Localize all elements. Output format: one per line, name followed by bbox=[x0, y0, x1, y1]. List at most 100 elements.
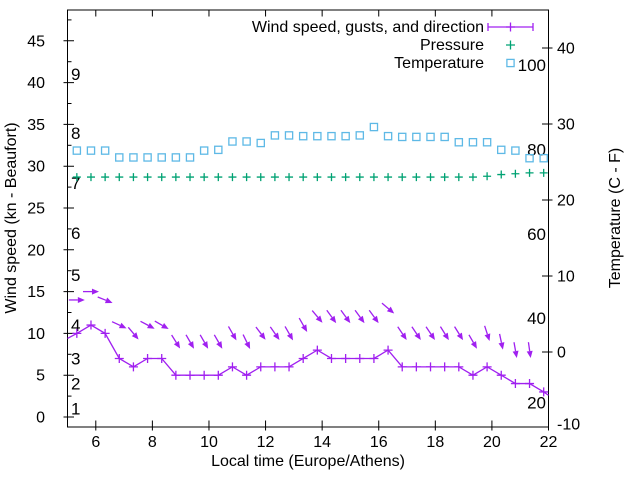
wind-direction-arrow bbox=[329, 315, 337, 324]
temperature-point bbox=[86, 146, 96, 155]
temperature-point bbox=[129, 153, 138, 162]
y2-axis-title: Temperature (C - F) bbox=[607, 148, 624, 288]
y2-tick-label: 10 bbox=[557, 269, 575, 286]
wind-direction-arrow bbox=[470, 341, 477, 349]
beaufort-label: 9 bbox=[71, 65, 80, 84]
x-tick-label: 16 bbox=[370, 434, 388, 451]
legend: Wind speed, gusts, and directionPressure… bbox=[252, 19, 534, 72]
temperature-series bbox=[72, 122, 548, 163]
temperature-point bbox=[412, 132, 421, 142]
y-tick-label: 40 bbox=[27, 75, 45, 92]
y2-tick-label: 20 bbox=[557, 193, 575, 210]
temperature-point bbox=[525, 153, 534, 163]
temperature-point bbox=[157, 153, 166, 162]
temperature-point bbox=[298, 131, 308, 141]
temperature-point bbox=[72, 146, 82, 155]
y-tick-label: 10 bbox=[27, 326, 45, 343]
x-tick-label: 8 bbox=[148, 434, 157, 451]
temperature-point bbox=[214, 145, 223, 155]
x-tick-label: 6 bbox=[91, 434, 100, 451]
x-tick-label: 18 bbox=[426, 434, 444, 451]
temperature-point bbox=[426, 132, 435, 142]
fahrenheit-label: 100 bbox=[518, 56, 546, 75]
fahrenheit-label: 60 bbox=[527, 225, 546, 244]
wind-direction-arrow bbox=[91, 288, 99, 295]
wind-direction-arrow bbox=[77, 296, 85, 303]
wind-direction-arrow bbox=[512, 350, 519, 358]
wind-direction-arrow bbox=[118, 322, 127, 329]
wind-direction-arrow bbox=[343, 315, 351, 324]
temperature-point bbox=[313, 131, 322, 141]
x-tick-label: 14 bbox=[313, 434, 331, 451]
wind-direction-arrow bbox=[400, 332, 407, 341]
beaufort-label: 2 bbox=[71, 375, 80, 394]
y-axis-title: Wind speed (kn - Beaufort) bbox=[3, 122, 20, 313]
temperature-point bbox=[115, 153, 124, 162]
legend-label-pressure: Pressure bbox=[420, 37, 484, 54]
wind-direction-arrow bbox=[230, 332, 237, 341]
beaufort-label: 1 bbox=[71, 400, 80, 419]
wind-direction-arrow bbox=[187, 341, 195, 349]
y-axis-wind: 0 5 10 15 20 25 30 35 40 45 Wind speed (kn - Beauf… bbox=[3, 19, 74, 427]
beaufort-label: 8 bbox=[71, 124, 80, 143]
temperature-point bbox=[454, 137, 464, 147]
temperature-point bbox=[468, 137, 478, 147]
temperature-point bbox=[369, 122, 379, 132]
beaufort-label: 4 bbox=[71, 316, 80, 335]
fahrenheit-label: 40 bbox=[527, 309, 546, 328]
temperature-point bbox=[355, 131, 365, 140]
y-tick-label: 15 bbox=[27, 284, 45, 301]
wind-direction-arrow bbox=[273, 332, 280, 340]
y-tick-label: 20 bbox=[27, 242, 45, 259]
wind-direction-arrow bbox=[315, 315, 323, 323]
wind-direction-arrow bbox=[456, 332, 464, 341]
temperature-point bbox=[143, 153, 152, 162]
temperature-point bbox=[397, 132, 407, 142]
temperature-point bbox=[383, 131, 393, 141]
beaufort-label: 7 bbox=[71, 174, 80, 193]
wind-direction-arrow bbox=[216, 341, 223, 349]
wind-direction-arrow bbox=[428, 332, 435, 341]
fahrenheit-scale-labels: 20 40 60 80 100 bbox=[518, 56, 546, 413]
temperature-point bbox=[228, 137, 237, 146]
wind-direction-arrow bbox=[484, 333, 491, 342]
fahrenheit-label: 20 bbox=[527, 394, 546, 413]
x-tick-label: 22 bbox=[540, 434, 558, 451]
wind-direction-arrow bbox=[301, 324, 308, 332]
y-tick-label: 0 bbox=[36, 410, 45, 427]
beaufort-label: 6 bbox=[71, 224, 80, 243]
y2-axis-temperature: -10 0 10 20 30 40 Temperature (C - F) bbox=[542, 41, 624, 434]
y-tick-label: 45 bbox=[27, 33, 45, 50]
wind-direction-arrow bbox=[173, 341, 181, 349]
temperature-point bbox=[270, 131, 280, 140]
wind-direction-arrow bbox=[286, 332, 294, 341]
temperature-point bbox=[284, 131, 294, 140]
x-axis-title: Local time (Europe/Athens) bbox=[211, 453, 405, 470]
wind-direction-arrow bbox=[386, 306, 395, 314]
wind-direction-arrow bbox=[258, 332, 266, 340]
plot-border bbox=[67, 9, 549, 428]
temperature-point bbox=[482, 137, 492, 147]
temperature-point bbox=[100, 146, 110, 155]
wind-direction-arrow bbox=[357, 315, 365, 324]
wind-direction-arrow bbox=[372, 315, 379, 324]
wind-direction-arrow bbox=[414, 332, 421, 341]
legend-label-wind: Wind speed, gusts, and direction bbox=[252, 19, 484, 36]
wind-speed-line bbox=[67, 324, 549, 396]
temperature-point bbox=[171, 153, 181, 162]
wind-direction-arrow bbox=[161, 322, 169, 330]
fahrenheit-label: 80 bbox=[527, 140, 546, 159]
wind-direction-arrow bbox=[202, 341, 209, 349]
x-axis: 6 8 10 12 14 16 18 20 22 Local time (Europe/Athen… bbox=[91, 10, 558, 470]
y-tick-label: 25 bbox=[27, 201, 45, 218]
legend-sample-temperature bbox=[506, 58, 515, 68]
wind-direction-arrow bbox=[498, 342, 505, 350]
temperature-point bbox=[440, 132, 449, 142]
x-tick-label: 10 bbox=[200, 434, 218, 451]
y-tick-label: 30 bbox=[27, 159, 45, 176]
beaufort-scale-labels: 1 2 3 4 5 6 7 8 9 bbox=[71, 65, 80, 418]
temperature-point bbox=[256, 138, 265, 148]
temperature-point bbox=[327, 131, 336, 141]
